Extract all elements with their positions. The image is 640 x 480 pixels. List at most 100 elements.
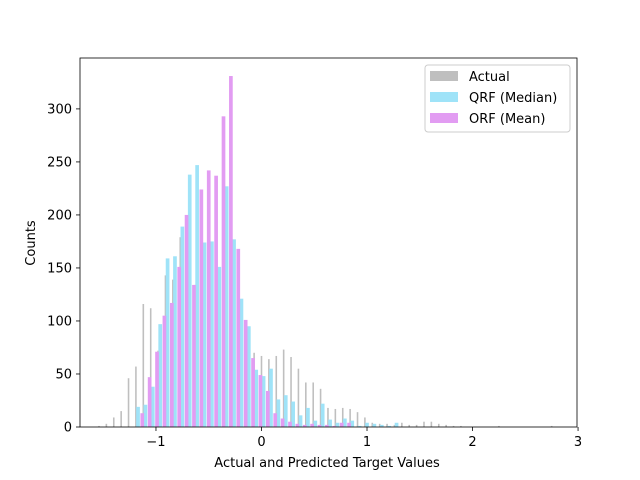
axes-frame bbox=[79, 57, 578, 428]
bar bbox=[401, 422, 403, 427]
bar bbox=[288, 421, 292, 427]
bar bbox=[192, 284, 196, 427]
bar bbox=[229, 76, 233, 427]
bar bbox=[280, 418, 285, 427]
bar bbox=[105, 423, 108, 427]
bar bbox=[498, 425, 500, 427]
bar bbox=[379, 424, 384, 427]
bar bbox=[136, 406, 140, 427]
x-tick-label: −1 bbox=[146, 435, 165, 450]
bar bbox=[320, 403, 325, 427]
bar bbox=[350, 420, 355, 427]
plot-bars bbox=[98, 76, 553, 427]
bar bbox=[187, 174, 192, 427]
bar bbox=[312, 382, 314, 427]
bar bbox=[460, 425, 462, 427]
x-axis-label: Actual and Predicted Target Values bbox=[214, 456, 440, 471]
bar bbox=[149, 308, 152, 427]
bar bbox=[357, 425, 362, 427]
bar bbox=[210, 241, 214, 427]
series-orf-mean bbox=[140, 76, 351, 427]
bar bbox=[295, 423, 300, 427]
bar bbox=[332, 425, 337, 427]
bar bbox=[371, 422, 374, 427]
bar bbox=[177, 266, 182, 427]
bar bbox=[258, 375, 263, 427]
bar bbox=[155, 351, 159, 427]
bar bbox=[217, 266, 222, 427]
legend-swatch bbox=[430, 113, 458, 123]
bar bbox=[265, 390, 270, 427]
bar bbox=[306, 407, 310, 427]
bar bbox=[356, 412, 359, 427]
x-tick-label: 1 bbox=[363, 435, 371, 450]
legend-label: QRF (Median) bbox=[469, 91, 557, 106]
bar bbox=[236, 248, 241, 427]
bar bbox=[273, 413, 278, 427]
bar bbox=[147, 377, 152, 427]
bar bbox=[319, 388, 322, 427]
bar bbox=[372, 423, 377, 427]
bar bbox=[343, 418, 347, 427]
bar bbox=[140, 413, 145, 427]
legend-swatch bbox=[430, 71, 458, 81]
bar bbox=[423, 421, 425, 427]
x-tick-label: 0 bbox=[257, 435, 265, 450]
bar bbox=[275, 355, 278, 427]
bar bbox=[334, 408, 337, 427]
bar bbox=[317, 424, 322, 427]
bar bbox=[169, 302, 174, 427]
bar bbox=[408, 424, 411, 427]
x-tick-label: 3 bbox=[574, 435, 582, 450]
legend-label: Actual bbox=[469, 70, 510, 85]
bar bbox=[243, 319, 248, 427]
bar bbox=[297, 368, 300, 427]
bar bbox=[246, 326, 251, 427]
bar bbox=[269, 368, 273, 427]
bar bbox=[199, 189, 204, 427]
bar bbox=[282, 349, 285, 427]
bar bbox=[206, 170, 211, 427]
bar bbox=[290, 357, 292, 427]
bar bbox=[328, 419, 332, 427]
bar bbox=[305, 382, 307, 427]
axes-spines bbox=[79, 57, 578, 428]
bar bbox=[98, 425, 100, 427]
bar bbox=[165, 258, 170, 427]
bar bbox=[445, 424, 447, 427]
bar bbox=[310, 423, 314, 427]
bar bbox=[195, 165, 199, 427]
bar bbox=[302, 424, 307, 427]
bar bbox=[349, 408, 351, 427]
bar bbox=[291, 401, 295, 427]
bar bbox=[313, 420, 318, 427]
series-qrf-median bbox=[136, 165, 399, 427]
bar bbox=[158, 324, 163, 427]
bar bbox=[430, 421, 433, 427]
bar bbox=[202, 242, 207, 427]
bar bbox=[261, 376, 266, 427]
y-axis-ticks: 0 50 100 150 200 250 300 bbox=[47, 102, 80, 436]
bar bbox=[452, 425, 455, 427]
bar bbox=[162, 315, 167, 427]
bar bbox=[180, 226, 185, 427]
bar bbox=[135, 366, 137, 427]
bar bbox=[364, 417, 366, 427]
bar bbox=[251, 358, 255, 427]
bar bbox=[394, 422, 399, 427]
bar bbox=[221, 116, 226, 427]
y-tick-label: 150 bbox=[47, 261, 72, 276]
y-tick-label: 50 bbox=[55, 367, 72, 382]
legend: Actual QRF (Median) ORF (Mean) bbox=[424, 64, 571, 133]
y-tick-label: 0 bbox=[64, 421, 72, 436]
bar bbox=[393, 424, 396, 427]
bar bbox=[550, 425, 553, 427]
bar bbox=[276, 399, 281, 427]
bar bbox=[415, 424, 418, 427]
bar bbox=[437, 423, 440, 427]
y-tick-label: 250 bbox=[47, 155, 72, 170]
y-tick-label: 300 bbox=[47, 102, 72, 117]
bar bbox=[387, 425, 392, 427]
bar bbox=[184, 214, 189, 427]
bar bbox=[254, 369, 259, 427]
